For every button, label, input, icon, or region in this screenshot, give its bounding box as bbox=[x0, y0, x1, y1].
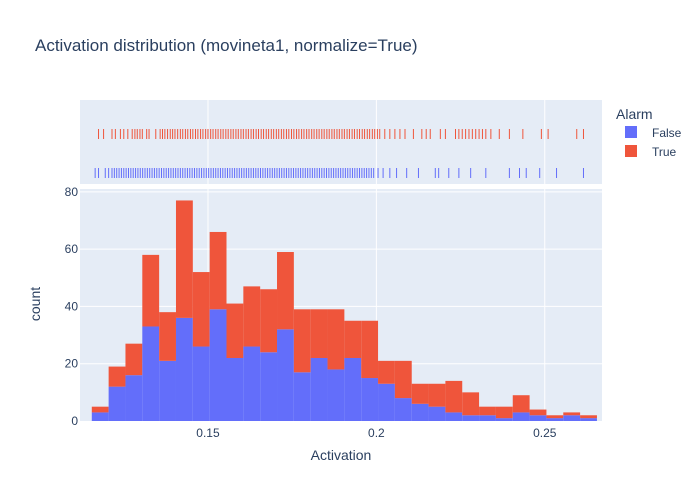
x-axis-title: Activation bbox=[311, 447, 372, 463]
legend-label-false: False bbox=[652, 126, 682, 140]
bar-true bbox=[310, 309, 328, 358]
bar-true bbox=[226, 303, 244, 358]
bar-false bbox=[394, 398, 412, 421]
y-tick-label: 80 bbox=[65, 185, 79, 199]
bar-true bbox=[411, 383, 429, 404]
bar-true bbox=[563, 412, 581, 416]
bar-true bbox=[192, 272, 210, 347]
bar-false bbox=[495, 418, 513, 421]
bar-false bbox=[159, 360, 176, 421]
legend-swatch-false bbox=[625, 126, 637, 138]
legend-item-false[interactable]: False bbox=[625, 126, 682, 140]
bar-true bbox=[142, 254, 160, 327]
legend-swatch-true bbox=[625, 145, 637, 157]
rug-marks bbox=[94, 129, 584, 178]
bar-true bbox=[159, 312, 176, 361]
bar-true bbox=[378, 360, 395, 384]
bar-false bbox=[462, 415, 480, 421]
bar-false bbox=[175, 317, 193, 421]
bar-false bbox=[529, 415, 547, 421]
histogram-bars bbox=[91, 200, 597, 421]
rug-gridlines bbox=[207, 100, 546, 184]
bar-true bbox=[361, 320, 379, 379]
bar-false bbox=[310, 357, 328, 421]
legend-label-true: True bbox=[652, 145, 677, 159]
bar-false bbox=[479, 415, 496, 421]
bar-false bbox=[563, 415, 581, 421]
bar-false bbox=[209, 309, 227, 421]
bar-true bbox=[529, 409, 547, 416]
y-tick-label: 60 bbox=[65, 242, 79, 256]
bar-false bbox=[512, 412, 530, 421]
bar-true bbox=[428, 383, 446, 407]
bar-false bbox=[580, 418, 597, 421]
bar-true bbox=[277, 252, 294, 330]
bar-true bbox=[394, 360, 412, 399]
bar-true bbox=[243, 286, 261, 347]
bar-true bbox=[125, 343, 143, 376]
bar-true bbox=[175, 200, 193, 318]
bar-true bbox=[512, 395, 530, 413]
bar-false bbox=[192, 346, 210, 421]
bar-true bbox=[462, 392, 480, 416]
bar-false bbox=[327, 369, 345, 421]
bar-false bbox=[260, 352, 278, 421]
y-tick-label: 40 bbox=[65, 299, 79, 313]
bar-false bbox=[226, 357, 244, 421]
y-axis-title: count bbox=[27, 287, 43, 321]
bar-true bbox=[479, 406, 496, 416]
legend-item-true[interactable]: True bbox=[625, 145, 677, 159]
bar-true bbox=[108, 366, 126, 387]
y-tick-label: 0 bbox=[71, 414, 78, 428]
bar-true bbox=[580, 415, 597, 419]
bar-true bbox=[546, 415, 564, 419]
x-tick-label: 0.25 bbox=[533, 426, 557, 440]
bar-true bbox=[260, 289, 278, 353]
bar-false bbox=[91, 412, 109, 421]
bar-true bbox=[344, 320, 362, 358]
y-axis-ticks: 0 20 40 60 80 bbox=[65, 185, 79, 428]
x-tick-label: 0.15 bbox=[196, 426, 220, 440]
bar-true bbox=[91, 406, 109, 413]
bar-true bbox=[445, 380, 463, 413]
bar-false bbox=[445, 412, 463, 421]
bar-false bbox=[108, 386, 126, 421]
bar-false bbox=[546, 418, 564, 421]
bar-false bbox=[361, 378, 379, 421]
bar-false bbox=[243, 346, 261, 421]
legend-title: Alarm bbox=[616, 106, 653, 122]
bar-false bbox=[142, 326, 160, 421]
legend: Alarm False True bbox=[616, 106, 682, 159]
bar-false bbox=[344, 357, 362, 421]
y-tick-label: 20 bbox=[65, 357, 79, 371]
x-axis-ticks: 0.15 0.2 0.25 bbox=[196, 426, 556, 440]
bar-false bbox=[378, 383, 395, 421]
bar-true bbox=[327, 309, 345, 370]
bar-false bbox=[428, 406, 446, 421]
bar-true bbox=[293, 309, 311, 373]
bar-false bbox=[277, 329, 294, 421]
bar-false bbox=[411, 403, 429, 421]
bar-false bbox=[125, 375, 143, 421]
bar-true bbox=[209, 231, 227, 310]
chart-title: Activation distribution (movineta1, norm… bbox=[35, 36, 418, 55]
bar-true bbox=[495, 406, 513, 419]
bar-false bbox=[293, 372, 311, 421]
x-tick-label: 0.2 bbox=[368, 426, 385, 440]
